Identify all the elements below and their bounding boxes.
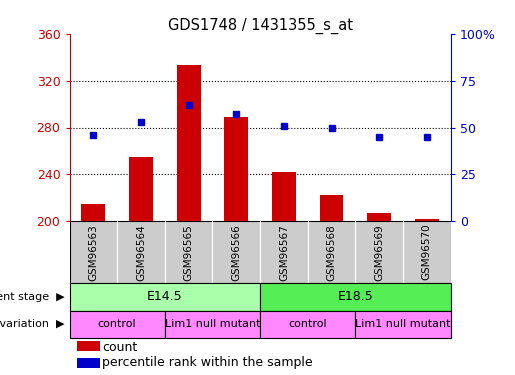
Bar <box>177 65 200 221</box>
Bar <box>70 221 117 283</box>
Text: Lim1 null mutant: Lim1 null mutant <box>165 319 260 329</box>
Text: GSM96563: GSM96563 <box>89 224 98 280</box>
Text: GSM96568: GSM96568 <box>327 224 336 280</box>
Bar <box>165 221 212 283</box>
Bar <box>81 204 105 221</box>
Text: count: count <box>102 341 137 354</box>
Bar <box>260 310 355 338</box>
Bar <box>77 358 100 368</box>
Text: Lim1 null mutant: Lim1 null mutant <box>355 319 451 329</box>
Bar <box>212 221 260 283</box>
Text: GSM96566: GSM96566 <box>231 224 241 280</box>
Text: GSM96569: GSM96569 <box>374 224 384 280</box>
Bar <box>307 221 355 283</box>
Text: genotype/variation  ▶: genotype/variation ▶ <box>0 319 64 329</box>
Bar <box>225 117 248 221</box>
Bar <box>77 341 100 351</box>
Bar <box>260 221 308 283</box>
Text: percentile rank within the sample: percentile rank within the sample <box>102 356 313 369</box>
Text: GSM96564: GSM96564 <box>136 224 146 280</box>
Text: control: control <box>288 319 327 329</box>
Text: E14.5: E14.5 <box>147 290 183 303</box>
Bar <box>129 157 153 221</box>
Bar <box>403 221 451 283</box>
Bar <box>70 310 165 338</box>
Text: GSM96567: GSM96567 <box>279 224 289 280</box>
Text: GSM96570: GSM96570 <box>422 224 432 280</box>
Text: control: control <box>98 319 136 329</box>
Bar <box>260 283 451 310</box>
Text: development stage  ▶: development stage ▶ <box>0 292 64 302</box>
Bar <box>355 310 451 338</box>
Title: GDS1748 / 1431355_s_at: GDS1748 / 1431355_s_at <box>167 18 353 34</box>
Text: E18.5: E18.5 <box>337 290 373 303</box>
Bar <box>367 213 391 221</box>
Bar <box>355 221 403 283</box>
Text: GSM96565: GSM96565 <box>184 224 194 280</box>
Bar <box>117 221 165 283</box>
Bar <box>70 283 260 310</box>
Bar <box>165 310 260 338</box>
Bar <box>320 195 344 221</box>
Bar <box>272 172 296 221</box>
Bar <box>415 219 439 221</box>
